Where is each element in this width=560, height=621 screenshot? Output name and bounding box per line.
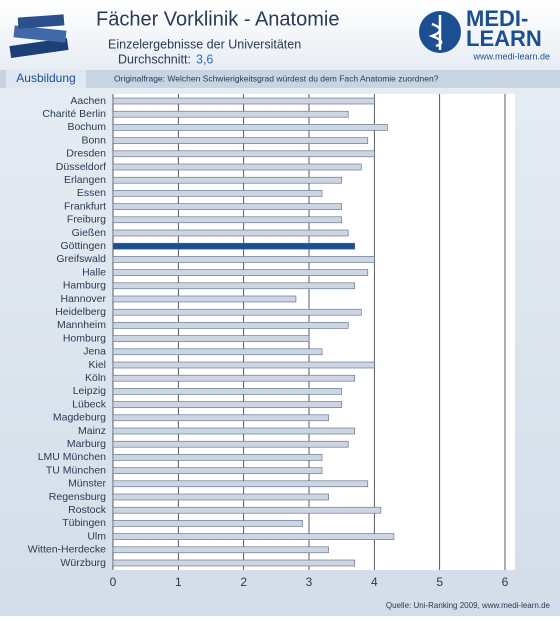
y-tick-label: Greifswald: [56, 253, 106, 265]
average-label: Durchschnitt:: [118, 52, 191, 66]
bar: [112, 414, 329, 422]
y-tick-label: Göttingen: [60, 240, 106, 252]
bar: [112, 124, 388, 131]
y-tick-label: LMU München: [38, 451, 106, 463]
bar: [112, 150, 375, 158]
y-tick-label: Regensburg: [49, 491, 106, 503]
y-tick-label: Bonn: [81, 134, 106, 146]
bar: [112, 256, 375, 263]
y-tick-label: Münster: [68, 478, 106, 490]
bar: [112, 137, 369, 144]
logo: [419, 11, 461, 53]
y-tick-label: Bochum: [67, 121, 106, 133]
x-tick-label: 0: [110, 575, 117, 589]
bar: [112, 388, 342, 395]
y-tick-label: Leipzig: [73, 385, 106, 397]
y-tick-label: Kiel: [88, 359, 106, 371]
y-tick-label: Ulm: [87, 530, 106, 542]
x-tick-label: 6: [502, 575, 509, 589]
bar: [112, 427, 356, 435]
logo-url: www.medi-learn.de: [472, 51, 550, 61]
y-tick-label: Halle: [82, 266, 106, 278]
y-tick-label: Würzburg: [60, 557, 106, 569]
bar: [112, 216, 342, 224]
y-tick-label: Gießen: [72, 227, 107, 239]
title: Fächer Vorklinik - Anatomie: [96, 8, 339, 30]
bar: [112, 282, 356, 290]
y-tick-label: Jena: [83, 346, 106, 358]
y-tick-label: Köln: [85, 372, 106, 384]
bar: [112, 467, 323, 474]
logo-text: LEARN: [466, 26, 542, 51]
book-icon: [9, 14, 69, 58]
y-tick-label: Tübingen: [62, 517, 106, 529]
bar: [112, 374, 356, 382]
y-tick-label: Homburg: [63, 332, 106, 344]
y-tick-label: Marburg: [67, 438, 106, 450]
bar: [112, 493, 329, 501]
y-tick-label: Hamburg: [63, 280, 106, 292]
y-tick-label: Aachen: [70, 95, 106, 107]
y-tick-label: Freiburg: [67, 214, 106, 226]
bar: [112, 520, 303, 527]
bar: [112, 110, 349, 118]
x-tick-label: 4: [371, 575, 378, 589]
bar: [112, 269, 369, 276]
bar: [112, 480, 369, 488]
logo-text: MEDI-: [466, 6, 528, 31]
x-tick-label: 2: [240, 575, 247, 589]
bar: [112, 559, 356, 567]
bar: [112, 190, 323, 197]
source: Quelle: Uni-Ranking 2009, www.medi-learn…: [386, 601, 551, 610]
tab: [6, 70, 86, 88]
bar: [112, 348, 323, 356]
y-tick-label: Erlangen: [64, 174, 106, 186]
bar: [112, 176, 342, 184]
band: [0, 70, 560, 88]
bar: [112, 295, 297, 303]
bar: [112, 203, 342, 210]
x-tick-label: 3: [306, 575, 313, 589]
question: Originalfrage: Welchen Schwierigkeitsgra…: [114, 73, 439, 83]
plot-area: [113, 94, 515, 570]
bar: [112, 97, 375, 105]
average-value: 3,6: [196, 52, 213, 66]
bar: [112, 533, 395, 540]
y-tick-label: Düsseldorf: [56, 161, 106, 173]
y-tick-label: Witten-Herdecke: [28, 544, 106, 556]
x-tick-label: 5: [436, 575, 443, 589]
bar: [112, 335, 310, 342]
bar: [112, 229, 349, 237]
y-tick-label: Mainz: [78, 425, 106, 437]
y-tick-label: Hannover: [60, 293, 106, 305]
y-tick-label: Dresden: [66, 148, 106, 160]
bar: [112, 308, 362, 316]
y-tick-label: Charité Berlin: [42, 108, 106, 120]
bar: [112, 401, 342, 408]
bar: [112, 454, 323, 461]
bar: [112, 361, 375, 369]
y-tick-label: Frankfurt: [64, 200, 106, 212]
y-tick-label: Rostock: [68, 504, 107, 516]
bar: [112, 440, 349, 448]
y-tick-label: Mannheim: [57, 319, 106, 331]
bar: [112, 322, 349, 329]
y-tick-label: Essen: [77, 187, 106, 199]
subtitle: Einzelergebnisse der Universitäten: [108, 37, 301, 51]
bar: [112, 242, 356, 250]
y-tick-label: TU München: [46, 464, 106, 476]
y-tick-label: Heidelberg: [55, 306, 106, 318]
bar: [112, 506, 382, 514]
y-tick-label: Lübeck: [72, 398, 107, 410]
bar: [112, 163, 362, 171]
bar: [112, 546, 329, 554]
section: Ausbildung: [16, 71, 75, 85]
y-tick-label: Magdeburg: [53, 412, 106, 424]
x-tick-label: 1: [175, 575, 182, 589]
